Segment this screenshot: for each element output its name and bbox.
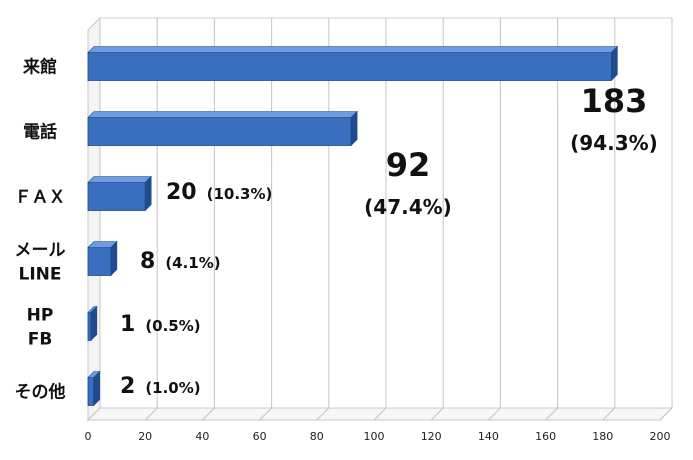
- x-tick-label: 40: [195, 430, 209, 443]
- bar-side-face: [611, 45, 618, 82]
- data-label-value: 92: [386, 146, 431, 184]
- floor-gridline: [259, 407, 272, 421]
- x-tick-label: 20: [138, 430, 152, 443]
- bar: [87, 312, 92, 341]
- floor-gridline: [488, 407, 501, 421]
- bar-top-face: [87, 46, 619, 53]
- bar-side-face: [90, 305, 98, 342]
- bar-side-face: [93, 370, 101, 407]
- x-tick-label: 160: [535, 430, 556, 443]
- x-tick-label: 100: [364, 430, 385, 443]
- floor-gridline: [659, 407, 673, 421]
- floor-gridline: [373, 407, 387, 421]
- x-tick-label: 60: [253, 430, 267, 443]
- data-label-value: 8: [140, 249, 155, 274]
- category-label: 電話: [23, 122, 57, 143]
- data-label-percent: (4.1%): [165, 254, 220, 272]
- bar-top-face: [87, 111, 358, 118]
- bar: [87, 247, 112, 276]
- x-tick-label: 80: [310, 430, 324, 443]
- data-label-percent: (1.0%): [145, 379, 200, 397]
- category-label: HP: [27, 306, 54, 326]
- bar: [87, 377, 95, 406]
- bar: [87, 52, 612, 81]
- floor-gridline: [202, 407, 215, 421]
- category-label: 来館: [22, 57, 57, 78]
- x-tick-label: 140: [478, 430, 499, 443]
- bar-side-face: [110, 240, 118, 277]
- bar-top-face: [87, 176, 152, 183]
- data-label-value: 2: [120, 374, 135, 399]
- category-label: FB: [28, 330, 53, 350]
- data-label-percent: (10.3%): [207, 185, 273, 203]
- category-label: メール: [15, 241, 66, 261]
- bar: [87, 117, 352, 146]
- data-label-percent: (47.4%): [364, 195, 452, 219]
- floor-gridline: [87, 407, 101, 421]
- floor-gridline: [430, 407, 444, 421]
- data-label-percent: (94.3%): [570, 131, 658, 155]
- category-label: その他: [15, 382, 66, 403]
- floor-gridline: [316, 407, 330, 421]
- data-label-value: 1: [120, 312, 135, 337]
- floor-gridline: [144, 407, 158, 421]
- floor-gridline: [602, 407, 616, 421]
- data-label-percent: (0.5%): [145, 317, 200, 335]
- category-label: ＦＡＸ: [15, 188, 66, 208]
- bar-side-face: [350, 110, 358, 147]
- bar: [87, 182, 146, 211]
- x-tick-label: 200: [650, 430, 671, 443]
- category-label: LINE: [19, 265, 62, 285]
- bar-side-face: [144, 175, 152, 212]
- x-tick-label: 120: [421, 430, 442, 443]
- data-label-value: 183: [581, 82, 648, 120]
- x-tick-label: 0: [85, 430, 92, 443]
- data-label-value: 20: [166, 180, 197, 205]
- x-tick-label: 180: [592, 430, 613, 443]
- floor-gridline: [545, 407, 558, 421]
